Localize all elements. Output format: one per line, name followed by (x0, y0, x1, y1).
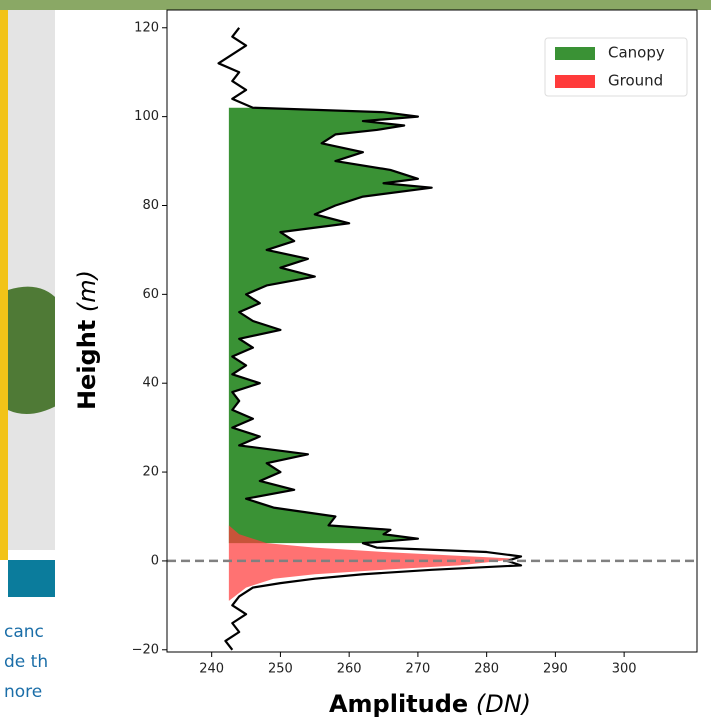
chart: 240 250 260 270 280 290 300 −20 0 20 40 60 80 100 120 C… (132, 9, 698, 677)
y-tick-label: 80 (142, 198, 159, 213)
x-axis-label: Amplitude (DN) (329, 690, 531, 718)
area-ground (228, 525, 515, 601)
x-tick-label: 240 (199, 662, 224, 677)
area-canopy (228, 107, 432, 544)
legend-label: Canopy (608, 44, 665, 62)
text-panel (0, 597, 58, 723)
y-tick-label: 20 (142, 465, 159, 480)
plot-frame (166, 9, 698, 653)
x-tick-label: 300 (612, 662, 637, 677)
side-panel (8, 0, 58, 550)
background-text: canc (4, 622, 44, 642)
accent-stripe (0, 0, 8, 560)
y-label-text: Height (73, 320, 101, 410)
y-label-unit: (m) (73, 270, 101, 312)
x-tick-label: 280 (474, 662, 499, 677)
teal-banner (8, 560, 58, 597)
foliage-strip (0, 0, 711, 10)
tree-image (8, 286, 58, 414)
y-tick-label: 120 (134, 20, 159, 35)
legend-swatch (555, 75, 595, 88)
y-tick-label: 0 (151, 553, 159, 568)
x-tick-label: 260 (337, 662, 362, 677)
legend-swatch (555, 47, 595, 60)
x-tick-label: 250 (268, 662, 293, 677)
x-label-text: Amplitude (329, 690, 468, 718)
y-tick-label: 60 (142, 287, 159, 302)
y-tick-label: 40 (142, 376, 159, 391)
legend-label: Ground (608, 72, 663, 90)
y-tick-label: 100 (134, 109, 159, 124)
y-axis-label: Height (m) (73, 270, 101, 410)
x-label-unit: (DN) (476, 690, 531, 718)
y-tick-label: −20 (132, 642, 159, 657)
background-text: nore (4, 682, 42, 702)
waveform-line (217, 27, 523, 651)
x-tick-label: 290 (543, 662, 568, 677)
x-tick-label: 270 (405, 662, 430, 677)
background-text: de th (4, 652, 48, 672)
